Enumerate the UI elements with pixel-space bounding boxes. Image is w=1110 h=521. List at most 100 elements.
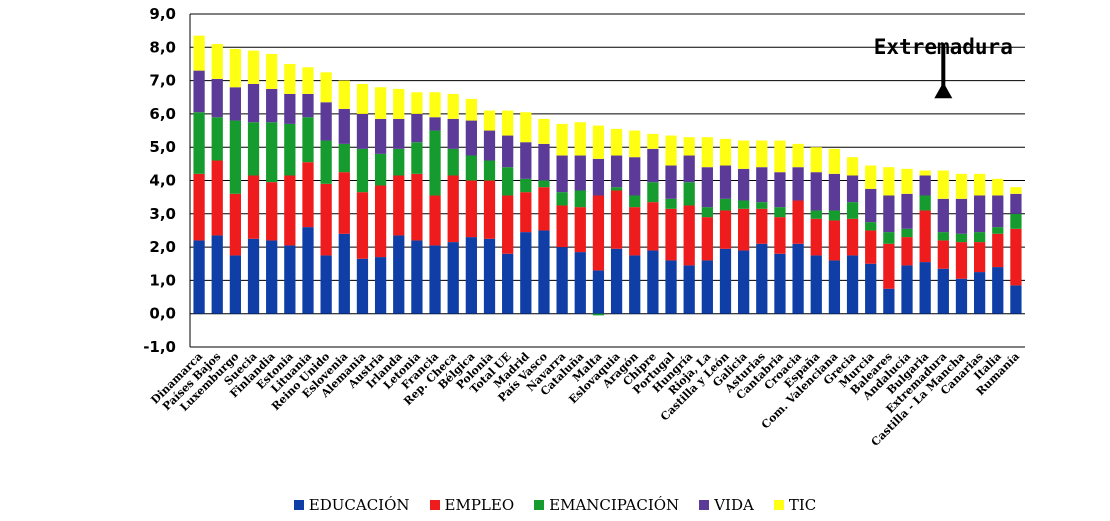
- bar-segment: [992, 227, 1004, 234]
- bar-segment: [320, 140, 332, 184]
- bar-segment: [774, 217, 786, 254]
- bar-segment: [738, 168, 750, 201]
- bar-segment: [647, 250, 659, 314]
- bar-segment: [955, 173, 968, 199]
- bar-segment: [483, 180, 496, 239]
- legend-swatch: [429, 500, 440, 510]
- bar-segment: [483, 110, 496, 131]
- annotation-arrow-head: [934, 82, 953, 99]
- bar-segment: [937, 232, 949, 241]
- bar-segment: [919, 195, 931, 211]
- annotation: Extremadura: [874, 35, 1013, 99]
- legend-label: EMPLEO: [444, 496, 515, 514]
- bar-segment: [483, 238, 496, 314]
- bar-segment: [756, 243, 768, 314]
- bar-segment: [393, 175, 405, 236]
- y-tick-label: 2,0: [149, 238, 176, 256]
- bar-segment: [901, 193, 913, 229]
- bar-segment: [719, 248, 732, 314]
- bar-segment: [447, 175, 459, 243]
- bar-segment: [665, 260, 677, 314]
- bar-segment: [320, 183, 332, 256]
- bar-segment: [647, 148, 659, 183]
- bar-segment: [629, 207, 641, 256]
- bar-segment: [973, 232, 986, 243]
- bar-segment: [756, 208, 768, 244]
- bar-segment: [973, 242, 986, 273]
- bar-stack: [356, 83, 369, 314]
- bar-segment: [556, 247, 568, 314]
- bar-segment: [247, 175, 260, 239]
- bar-segment: [955, 242, 968, 279]
- bar-segment: [610, 190, 623, 249]
- bar-segment: [302, 162, 314, 228]
- bar-segment: [901, 237, 913, 266]
- bar-stack: [447, 93, 459, 314]
- y-tick-label: 0,0: [149, 305, 176, 323]
- bar-segment: [193, 173, 205, 241]
- bar-segment: [574, 207, 586, 253]
- bar-segment: [211, 235, 223, 314]
- bar-segment: [937, 198, 949, 233]
- bar-segment: [247, 50, 260, 84]
- bar-segment: [1010, 193, 1022, 214]
- bar-segment: [865, 263, 877, 314]
- bar-segment: [193, 35, 205, 71]
- bar-stack: [556, 123, 568, 314]
- bar-segment: [284, 63, 296, 94]
- bar-segment: [556, 205, 568, 248]
- bar-segment: [284, 93, 296, 124]
- bar-segment: [701, 217, 713, 261]
- bar-segment: [284, 175, 296, 246]
- bar-stack: [411, 92, 423, 314]
- bar-segment: [828, 260, 841, 314]
- bar-segment: [973, 272, 986, 314]
- bar-segment: [429, 245, 441, 314]
- bar-segment: [955, 233, 968, 243]
- bar-stack: [247, 50, 260, 314]
- bar-segment: [774, 253, 786, 314]
- bar-stack: [846, 157, 859, 314]
- bar-stack: [338, 80, 350, 314]
- bar-segment: [810, 218, 822, 256]
- bar-segment: [937, 170, 949, 199]
- bar-segment: [302, 117, 314, 163]
- bar-segment: [629, 195, 641, 208]
- y-tick-label: 5,0: [149, 138, 176, 156]
- bar-segment: [738, 140, 750, 169]
- bar-segment: [520, 232, 532, 314]
- bar-segment: [411, 92, 423, 114]
- bar-segment: [919, 175, 931, 196]
- bar-segment: [810, 255, 822, 314]
- bar-segment: [393, 148, 405, 176]
- bar-segment: [574, 252, 586, 314]
- bar-stack: [919, 170, 931, 314]
- bar-segment: [483, 130, 496, 161]
- bar-stack: [738, 140, 750, 314]
- bar-segment: [756, 167, 768, 203]
- bar-segment: [320, 72, 332, 103]
- bar-segment: [683, 155, 695, 183]
- bar-segment: [774, 207, 786, 218]
- bar-segment: [338, 108, 350, 144]
- bar-segment: [738, 208, 750, 251]
- bar-stack: [193, 35, 205, 314]
- legend-swatch: [293, 500, 304, 510]
- bar-segment: [538, 143, 550, 181]
- legend-label: EMANCIPACIÓN: [549, 496, 680, 514]
- bar-segment: [610, 187, 623, 191]
- bar-segment: [320, 255, 332, 314]
- bar-stack: [665, 135, 677, 314]
- bar-segment: [538, 180, 550, 188]
- bar-segment: [284, 245, 296, 314]
- bar-segment: [610, 248, 623, 314]
- bar-segment: [1010, 187, 1022, 194]
- bar-segment: [883, 167, 895, 196]
- bar-segment: [266, 122, 278, 183]
- bar-segment: [556, 192, 568, 206]
- bar-segment: [1010, 213, 1022, 229]
- bar-segment: [846, 202, 859, 219]
- bar-stack: [629, 130, 641, 314]
- bar-segment: [465, 180, 477, 238]
- y-tick-label: 3,0: [149, 205, 176, 223]
